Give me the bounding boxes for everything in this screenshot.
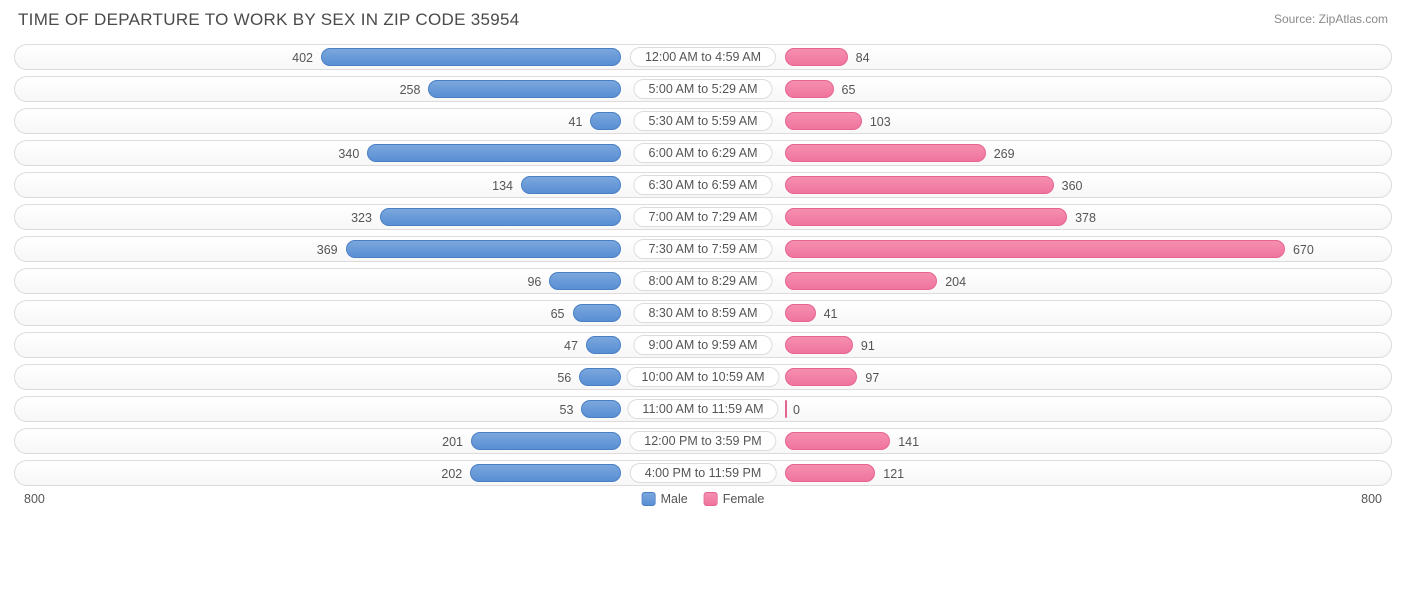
male-value-label: 323 (351, 205, 372, 231)
time-range-label: 8:00 AM to 8:29 AM (633, 271, 772, 291)
male-bar (579, 368, 621, 386)
female-bar (785, 368, 857, 386)
source-attribution: Source: ZipAtlas.com (1274, 12, 1388, 26)
male-value-label: 134 (492, 173, 513, 199)
chart-row: 201 141 12:00 PM to 3:59 PM (14, 428, 1392, 454)
legend-male: Male (642, 492, 688, 506)
male-value-label: 402 (292, 45, 313, 71)
male-value-label: 56 (557, 365, 571, 391)
axis-max-left: 800 (24, 492, 45, 506)
female-swatch-icon (704, 492, 718, 506)
male-value-label: 47 (564, 333, 578, 359)
female-value-label: 141 (898, 429, 919, 455)
time-range-label: 6:00 AM to 6:29 AM (633, 143, 772, 163)
female-bar (785, 304, 816, 322)
time-range-label: 9:00 AM to 9:59 AM (633, 335, 772, 355)
time-range-label: 8:30 AM to 8:59 AM (633, 303, 772, 323)
chart-row: 134 360 6:30 AM to 6:59 AM (14, 172, 1392, 198)
chart-row: 340 269 6:00 AM to 6:29 AM (14, 140, 1392, 166)
time-range-label: 7:30 AM to 7:59 AM (633, 239, 772, 259)
male-bar (549, 272, 621, 290)
female-value-label: 41 (824, 301, 838, 327)
male-value-label: 369 (317, 237, 338, 263)
female-value-label: 97 (865, 365, 879, 391)
axis-row: 800 Male Female 800 (14, 492, 1392, 518)
male-bar (471, 432, 621, 450)
chart-row: 65 41 8:30 AM to 8:59 AM (14, 300, 1392, 326)
chart-row: 402 84 12:00 AM to 4:59 AM (14, 44, 1392, 70)
chart-row: 41 103 5:30 AM to 5:59 AM (14, 108, 1392, 134)
female-bar (785, 208, 1067, 226)
axis-max-right: 800 (1361, 492, 1382, 506)
legend-female: Female (704, 492, 765, 506)
female-bar (785, 432, 890, 450)
female-bar (785, 80, 834, 98)
female-value-label: 670 (1293, 237, 1314, 263)
time-range-label: 5:30 AM to 5:59 AM (633, 111, 772, 131)
female-bar (785, 48, 848, 66)
female-value-label: 204 (945, 269, 966, 295)
male-bar (380, 208, 621, 226)
male-bar (590, 112, 621, 130)
male-value-label: 96 (527, 269, 541, 295)
male-bar (521, 176, 621, 194)
female-bar (785, 464, 875, 482)
chart-row: 369 670 7:30 AM to 7:59 AM (14, 236, 1392, 262)
male-value-label: 65 (551, 301, 565, 327)
female-value-label: 378 (1075, 205, 1096, 231)
female-bar (785, 144, 986, 162)
male-bar (581, 400, 621, 418)
female-value-label: 103 (870, 109, 891, 135)
diverging-bar-chart: 402 84 12:00 AM to 4:59 AM 258 65 5:00 AM to … (14, 44, 1392, 486)
male-bar (321, 48, 621, 66)
male-bar (470, 464, 621, 482)
male-value-label: 202 (441, 461, 462, 487)
chart-row: 53 0 11:00 AM to 11:59 AM (14, 396, 1392, 422)
female-value-label: 84 (856, 45, 870, 71)
time-range-label: 4:00 PM to 11:59 PM (630, 463, 777, 483)
male-bar (428, 80, 621, 98)
female-bar (785, 176, 1054, 194)
legend: Male Female (642, 492, 765, 506)
male-value-label: 258 (400, 77, 421, 103)
male-bar (573, 304, 622, 322)
female-value-label: 121 (883, 461, 904, 487)
time-range-label: 12:00 AM to 4:59 AM (630, 47, 776, 67)
female-bar (785, 112, 862, 130)
male-bar (367, 144, 621, 162)
time-range-label: 10:00 AM to 10:59 AM (627, 367, 780, 387)
female-bar (785, 336, 853, 354)
legend-male-label: Male (661, 492, 688, 506)
male-value-label: 53 (560, 397, 574, 423)
female-bar (785, 400, 787, 418)
female-value-label: 269 (994, 141, 1015, 167)
time-range-label: 7:00 AM to 7:29 AM (633, 207, 772, 227)
female-value-label: 65 (842, 77, 856, 103)
female-value-label: 91 (861, 333, 875, 359)
male-swatch-icon (642, 492, 656, 506)
chart-title: TIME OF DEPARTURE TO WORK BY SEX IN ZIP … (18, 10, 1392, 30)
chart-row: 202 121 4:00 PM to 11:59 PM (14, 460, 1392, 486)
legend-female-label: Female (723, 492, 765, 506)
female-bar (785, 272, 937, 290)
time-range-label: 12:00 PM to 3:59 PM (629, 431, 776, 451)
female-value-label: 0 (793, 397, 800, 423)
chart-row: 258 65 5:00 AM to 5:29 AM (14, 76, 1392, 102)
male-bar (586, 336, 621, 354)
time-range-label: 5:00 AM to 5:29 AM (633, 79, 772, 99)
chart-row: 47 91 9:00 AM to 9:59 AM (14, 332, 1392, 358)
chart-row: 56 97 10:00 AM to 10:59 AM (14, 364, 1392, 390)
female-bar (785, 240, 1285, 258)
time-range-label: 6:30 AM to 6:59 AM (633, 175, 772, 195)
time-range-label: 11:00 AM to 11:59 AM (627, 399, 778, 419)
male-value-label: 41 (569, 109, 583, 135)
female-value-label: 360 (1062, 173, 1083, 199)
male-bar (346, 240, 621, 258)
male-value-label: 201 (442, 429, 463, 455)
chart-row: 323 378 7:00 AM to 7:29 AM (14, 204, 1392, 230)
male-value-label: 340 (338, 141, 359, 167)
chart-row: 96 204 8:00 AM to 8:29 AM (14, 268, 1392, 294)
